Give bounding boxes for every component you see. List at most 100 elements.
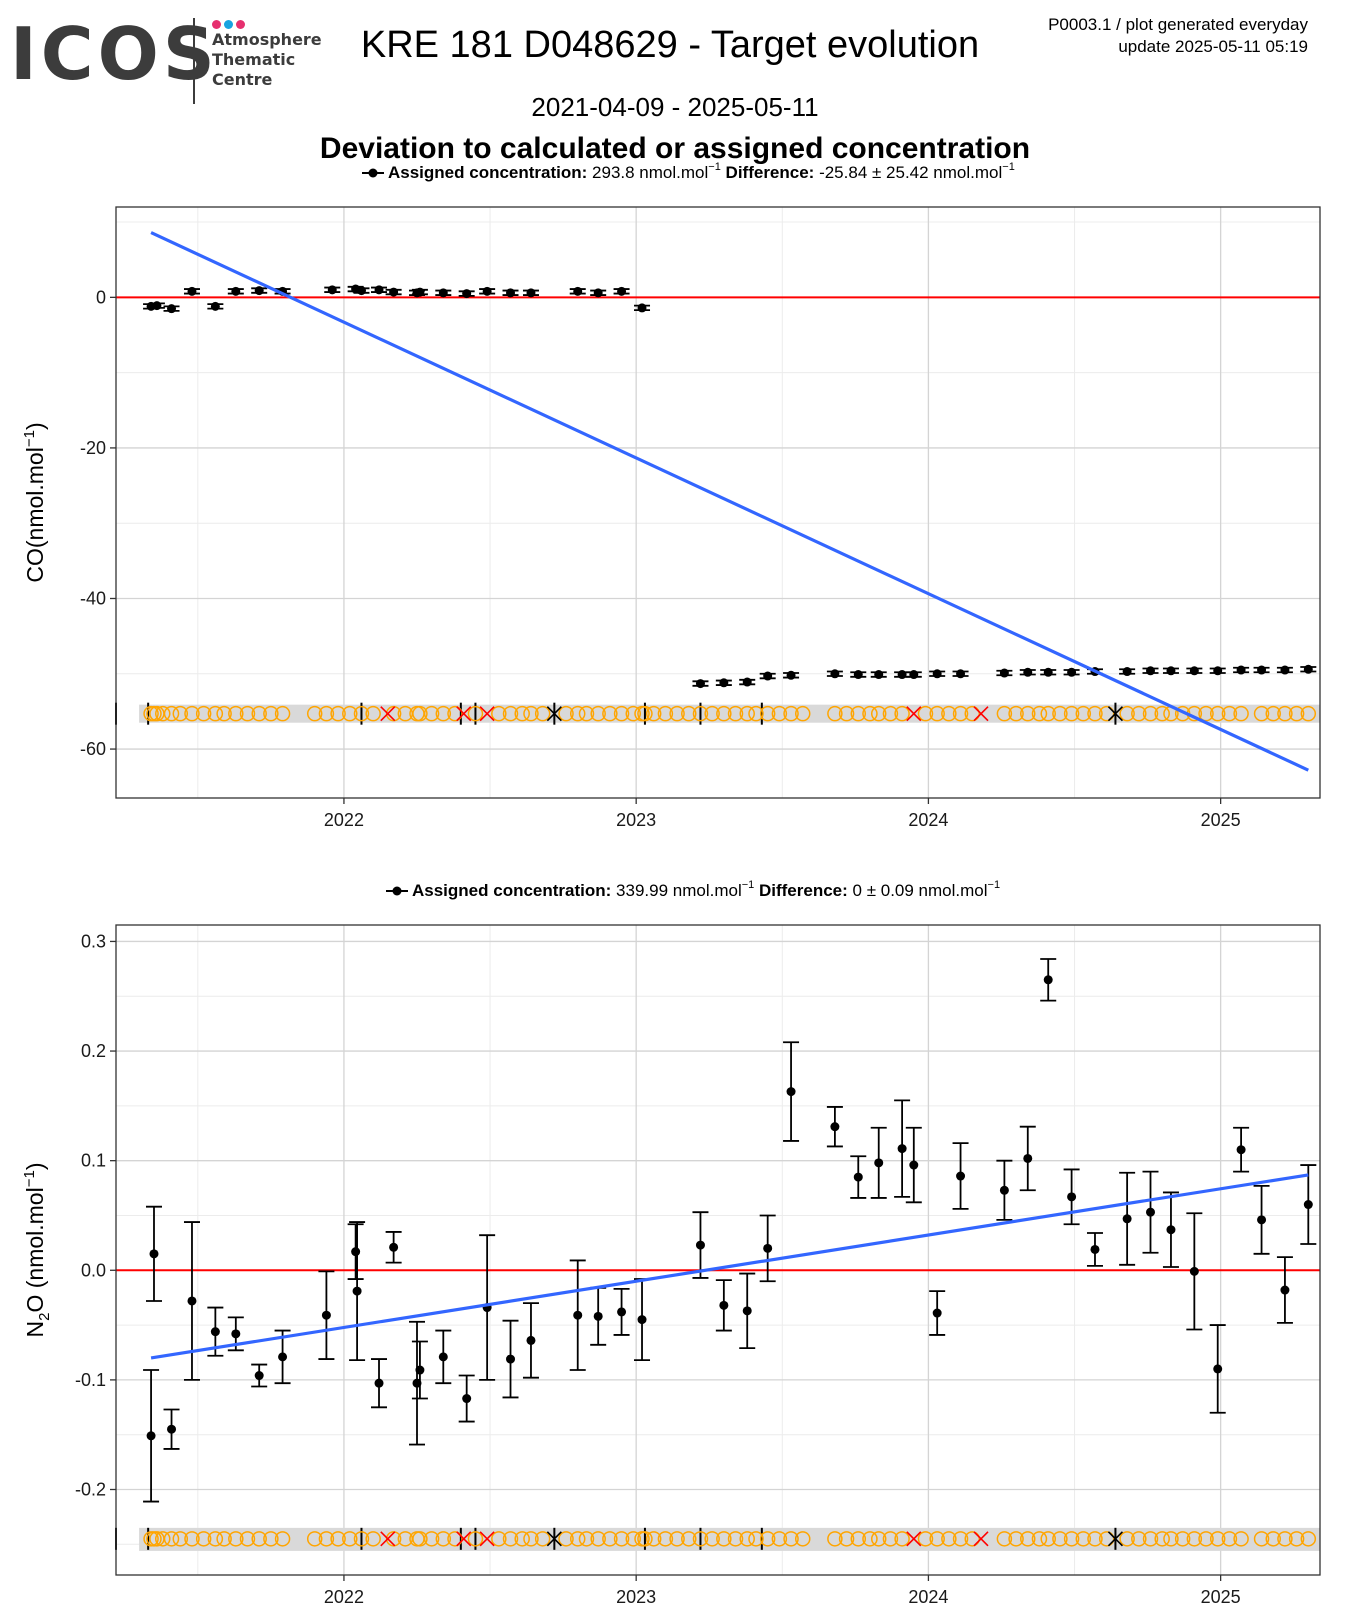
data-point bbox=[526, 1335, 536, 1345]
data-point bbox=[482, 286, 492, 296]
data-point bbox=[786, 1087, 796, 1097]
flag-circle bbox=[1142, 705, 1159, 722]
chart-subtitle: Deviation to calculated or assigned conc… bbox=[319, 132, 1031, 165]
data-point bbox=[321, 1310, 331, 1320]
flag-circle bbox=[1031, 705, 1048, 722]
flag-circle bbox=[558, 1531, 574, 1547]
flag-circle bbox=[739, 705, 755, 722]
flag-circle bbox=[412, 1531, 428, 1547]
co-plot-panel bbox=[116, 207, 1320, 798]
flag-circle bbox=[1277, 705, 1293, 722]
flag-cross-black bbox=[546, 1531, 562, 1547]
data-point bbox=[167, 1424, 177, 1434]
flag-circle bbox=[447, 705, 463, 722]
flag-circle bbox=[625, 705, 642, 722]
flag-circle bbox=[894, 1531, 910, 1547]
flag-circle bbox=[578, 1531, 595, 1547]
flag-circle bbox=[783, 705, 799, 722]
flag-circle bbox=[964, 1531, 980, 1547]
flag-circle bbox=[251, 705, 267, 722]
legend-diff-value: 0 ± 0.09 nmol.mol bbox=[848, 881, 988, 900]
flag-circle bbox=[850, 705, 867, 722]
flag-circle bbox=[941, 705, 957, 722]
x-tick-label: 2023 bbox=[616, 810, 656, 830]
flag-circle bbox=[657, 1531, 674, 1547]
flag-circle bbox=[1300, 705, 1317, 722]
y-tick-label: 0 bbox=[96, 287, 106, 307]
legend-label: Assigned concentration: bbox=[388, 163, 587, 182]
data-point bbox=[1146, 1207, 1156, 1217]
flag-circle bbox=[263, 1531, 279, 1547]
flag-circle bbox=[306, 1531, 323, 1547]
data-point bbox=[593, 288, 603, 298]
n2o-plot-panel bbox=[116, 925, 1320, 1575]
data-point bbox=[830, 669, 840, 679]
data-point bbox=[1023, 1153, 1033, 1163]
legend-diff-label: Difference: bbox=[721, 163, 815, 182]
flag-circle bbox=[385, 705, 402, 722]
flag-circle bbox=[163, 1531, 180, 1547]
data-point bbox=[573, 286, 583, 296]
data-point bbox=[389, 287, 399, 297]
flag-circle bbox=[1233, 1531, 1249, 1547]
flag-circle bbox=[423, 1531, 440, 1547]
y-tick-label: -0.2 bbox=[75, 1480, 106, 1500]
flag-circle bbox=[274, 1531, 291, 1547]
flag-circle bbox=[514, 705, 530, 722]
data-point bbox=[152, 301, 162, 311]
co-flag-band bbox=[139, 704, 1321, 723]
flag-circle bbox=[423, 705, 440, 722]
flag-circle bbox=[929, 705, 945, 722]
flag-circle bbox=[1040, 1531, 1056, 1547]
data-point bbox=[695, 679, 705, 689]
data-point bbox=[1236, 665, 1246, 675]
flag-circle bbox=[716, 705, 732, 722]
product-code: P0003.1 / plot generated everyday bbox=[1048, 15, 1308, 34]
y-tick-label: -20 bbox=[80, 438, 106, 458]
flag-circle bbox=[274, 705, 291, 722]
data-point bbox=[374, 285, 384, 295]
data-point bbox=[1122, 1214, 1132, 1224]
flag-circle bbox=[862, 1531, 878, 1547]
flag-circle bbox=[318, 1531, 335, 1547]
x-tick-label: 2024 bbox=[908, 1587, 948, 1607]
data-point bbox=[573, 1310, 583, 1320]
flag-circle bbox=[590, 705, 606, 722]
y-label-subscript: 2 bbox=[36, 1313, 53, 1321]
co-y-axis-label: CO(nmol.mol−1) bbox=[21, 422, 48, 582]
flag-circle bbox=[569, 705, 586, 722]
flag-circle bbox=[1221, 1531, 1238, 1547]
data-point bbox=[210, 301, 220, 311]
data-point bbox=[351, 1247, 361, 1257]
data-point bbox=[593, 1311, 603, 1321]
flag-circle bbox=[727, 1531, 744, 1547]
flag-circle bbox=[435, 1531, 452, 1547]
y-tick-label: -40 bbox=[80, 588, 106, 608]
flag-circle bbox=[838, 1531, 855, 1547]
flag-circle bbox=[523, 1531, 539, 1547]
flag-circle bbox=[759, 1531, 776, 1547]
flag-circle bbox=[569, 1531, 586, 1547]
flag-cross-red bbox=[479, 706, 495, 722]
flag-circle bbox=[342, 1531, 358, 1547]
flag-cross-red bbox=[973, 706, 989, 722]
flag-circle bbox=[929, 1531, 945, 1547]
data-point bbox=[999, 668, 1009, 678]
data-point bbox=[719, 1300, 729, 1310]
flag-circle bbox=[1142, 1531, 1159, 1547]
flag-circle bbox=[1174, 1531, 1191, 1547]
y-label-unit: O (nmol.mol bbox=[22, 1187, 48, 1312]
flag-circle bbox=[1288, 705, 1305, 722]
flag-circle bbox=[1119, 705, 1135, 722]
flag-circle bbox=[1154, 705, 1170, 722]
flag-circle bbox=[195, 1531, 212, 1547]
flag-circle bbox=[435, 705, 452, 722]
flag-circle bbox=[385, 1531, 402, 1547]
data-point bbox=[932, 1308, 942, 1318]
y-tick-label: -60 bbox=[80, 739, 106, 759]
flag-circle bbox=[681, 1531, 697, 1547]
flag-circle bbox=[1075, 1531, 1092, 1547]
flag-circle bbox=[251, 1531, 267, 1547]
flag-circle bbox=[862, 705, 878, 722]
flag-circle bbox=[467, 1531, 484, 1547]
